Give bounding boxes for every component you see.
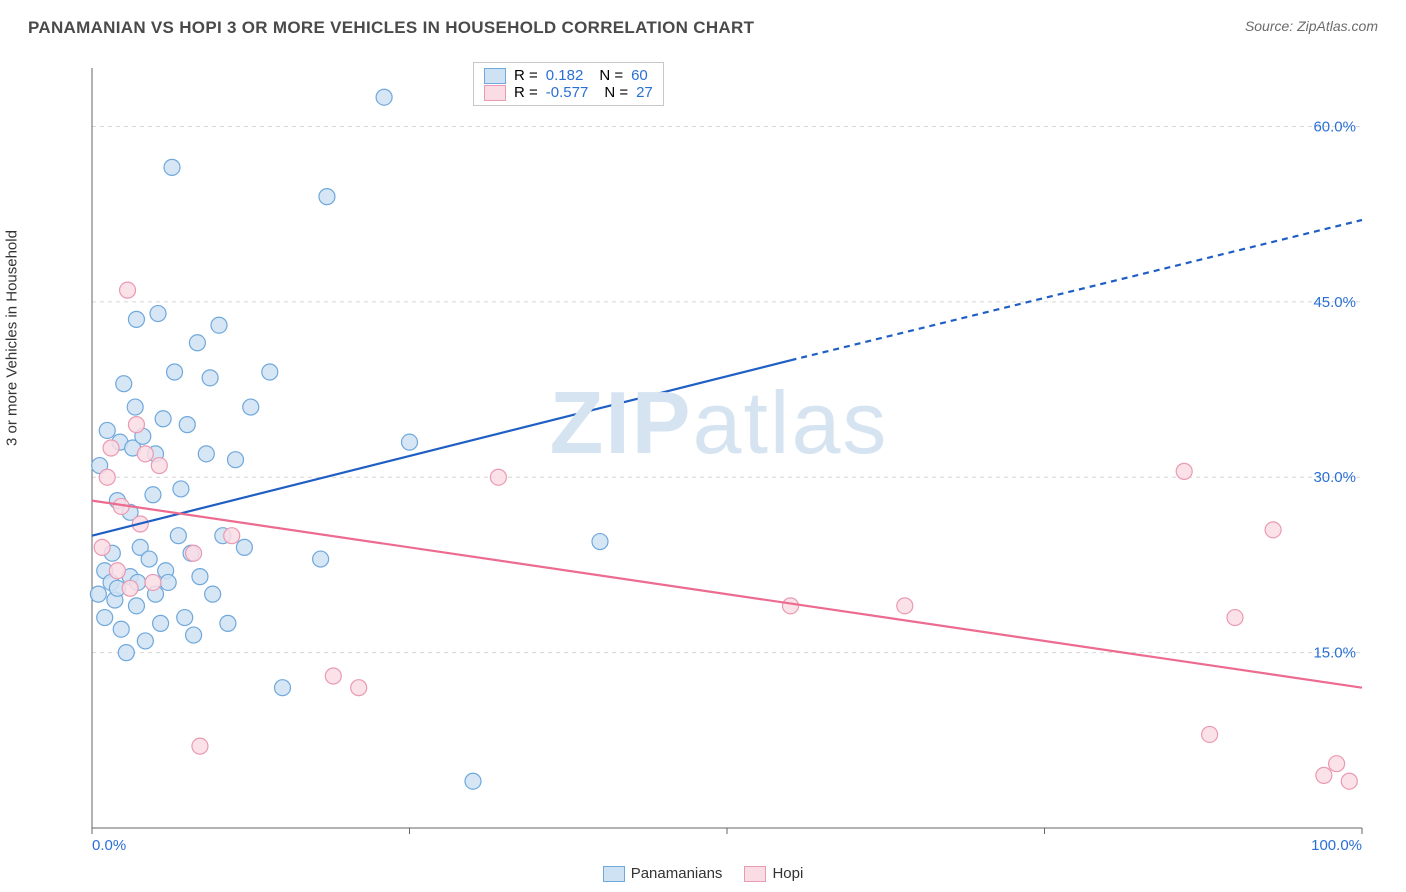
svg-text:60.0%: 60.0%: [1313, 118, 1356, 135]
svg-text:100.0%: 100.0%: [1311, 837, 1362, 854]
svg-text:45.0%: 45.0%: [1313, 294, 1356, 311]
svg-text:30.0%: 30.0%: [1313, 469, 1356, 486]
svg-text:0.0%: 0.0%: [92, 837, 126, 854]
scatter-plot-svg: 15.0% 30.0% 45.0% 60.0% 0.0% 100.0%: [52, 58, 1386, 858]
svg-text:15.0%: 15.0%: [1313, 645, 1356, 662]
chart-title: PANAMANIAN VS HOPI 3 OR MORE VEHICLES IN…: [28, 18, 754, 38]
series-legend: Panamanians Hopi: [0, 865, 1406, 882]
chart-area: ZIPatlas 15.0%30.0%45.0%60.0%0.0%100.0% …: [52, 58, 1386, 852]
correlation-legend: R = 0.182N = 60R = -0.577N = 27: [473, 62, 664, 106]
legend-item: Panamanians: [603, 865, 723, 882]
legend-row: R = -0.577N = 27: [484, 84, 653, 101]
legend-row: R = 0.182N = 60: [484, 67, 653, 84]
legend-item: Hopi: [744, 865, 803, 882]
y-axis-label: 3 or more Vehicles in Household: [4, 230, 21, 446]
source-attribution: Source: ZipAtlas.com: [1245, 18, 1378, 34]
